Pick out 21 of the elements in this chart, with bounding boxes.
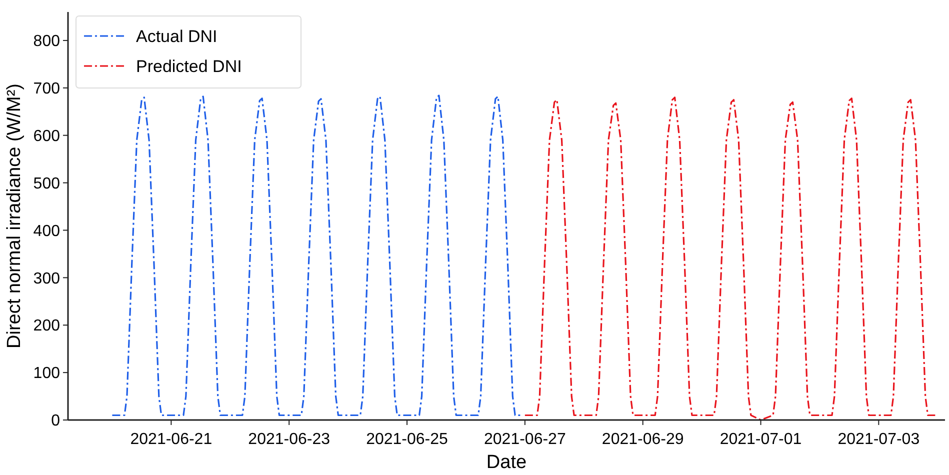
y-tick-label: 200	[33, 318, 60, 335]
x-tick-label: 2021-06-23	[248, 431, 330, 448]
y-tick-label: 0	[51, 412, 60, 430]
x-tick-label: 2021-06-27	[484, 431, 566, 448]
line-series	[524, 96, 936, 421]
x-tick-label: 2021-06-29	[602, 431, 684, 448]
legend-label: Predicted DNI	[136, 57, 242, 76]
x-tick-label: 2021-07-03	[838, 431, 920, 448]
x-tick-label: 2021-07-01	[720, 431, 802, 448]
legend-label: Actual DNI	[136, 27, 218, 46]
y-tick-label: 700	[33, 80, 60, 98]
y-tick-label: 100	[33, 365, 60, 382]
y-tick-label: 400	[33, 222, 60, 240]
y-tick-label: 300	[33, 270, 60, 288]
x-axis-title: Date	[486, 452, 527, 473]
y-tick-label: 800	[33, 33, 60, 50]
x-tick-label: 2021-06-21	[130, 431, 212, 448]
y-axis-title: Direct normal irradiance (W/M²)	[4, 84, 25, 348]
y-tick-label: 500	[33, 175, 60, 192]
x-tick-label: 2021-06-25	[366, 431, 448, 448]
y-tick-label: 600	[33, 128, 60, 145]
